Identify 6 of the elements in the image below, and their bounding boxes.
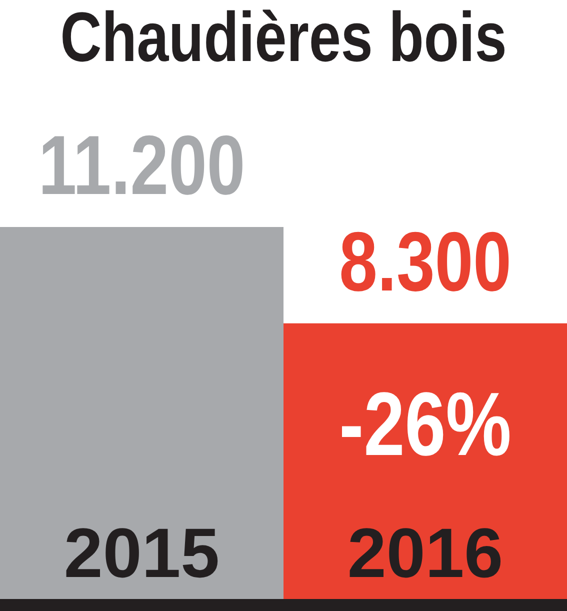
data-label: 8.300: [339, 214, 512, 309]
annotation: -26%: [339, 375, 512, 475]
chart-title: Chaudières bois: [60, 0, 507, 76]
x-tick-label: 2016: [347, 514, 504, 592]
x-tick-label: 2015: [64, 514, 220, 592]
data-label: 11.200: [38, 118, 246, 213]
